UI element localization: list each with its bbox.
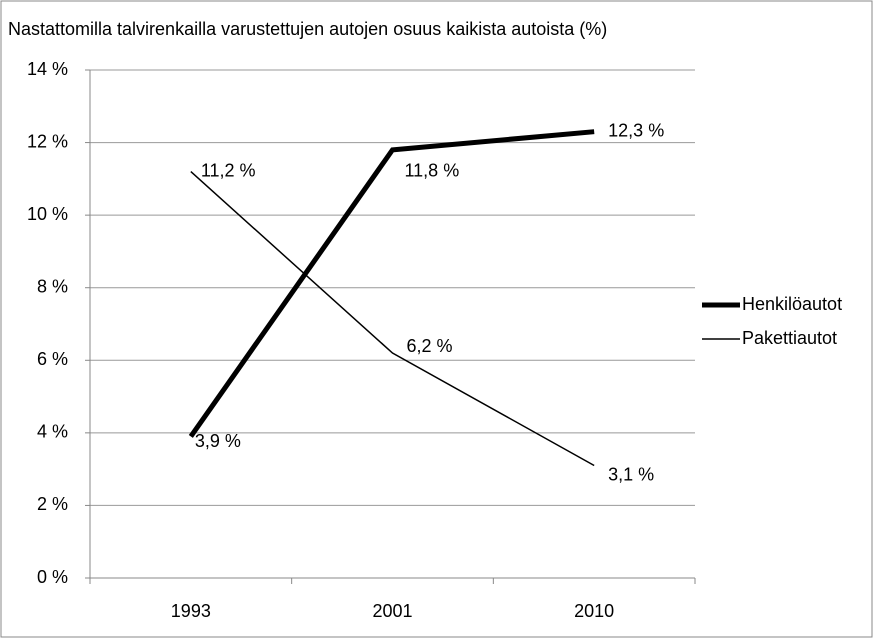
x-tick-label: 1993 <box>171 601 211 621</box>
y-tick-label: 6 % <box>37 349 68 369</box>
y-tick-label: 14 % <box>27 59 68 79</box>
y-tick-label: 4 % <box>37 422 68 442</box>
legend-label: Pakettiautot <box>742 328 837 348</box>
data-label: 11,8 % <box>405 161 460 181</box>
x-tick-label: 2001 <box>372 601 412 621</box>
series-line <box>190 171 595 467</box>
data-label: 12,3 % <box>608 120 664 140</box>
series-line <box>188 129 595 438</box>
chart-title: Nastattomilla talvirenkailla varustettuj… <box>8 19 607 39</box>
y-tick-label: 2 % <box>37 494 68 514</box>
y-tick-label: 8 % <box>37 276 68 296</box>
y-tick-label: 0 % <box>37 567 68 587</box>
y-tick-label: 12 % <box>27 131 68 151</box>
x-tick-label: 2010 <box>574 601 614 621</box>
data-label: 3,1 % <box>608 464 654 484</box>
data-label: 6,2 % <box>407 336 453 356</box>
legend-label: Henkilöautot <box>742 294 842 314</box>
data-label: 11,2 % <box>201 160 256 180</box>
data-label: 3,9 % <box>195 431 241 451</box>
y-tick-label: 10 % <box>27 204 68 224</box>
